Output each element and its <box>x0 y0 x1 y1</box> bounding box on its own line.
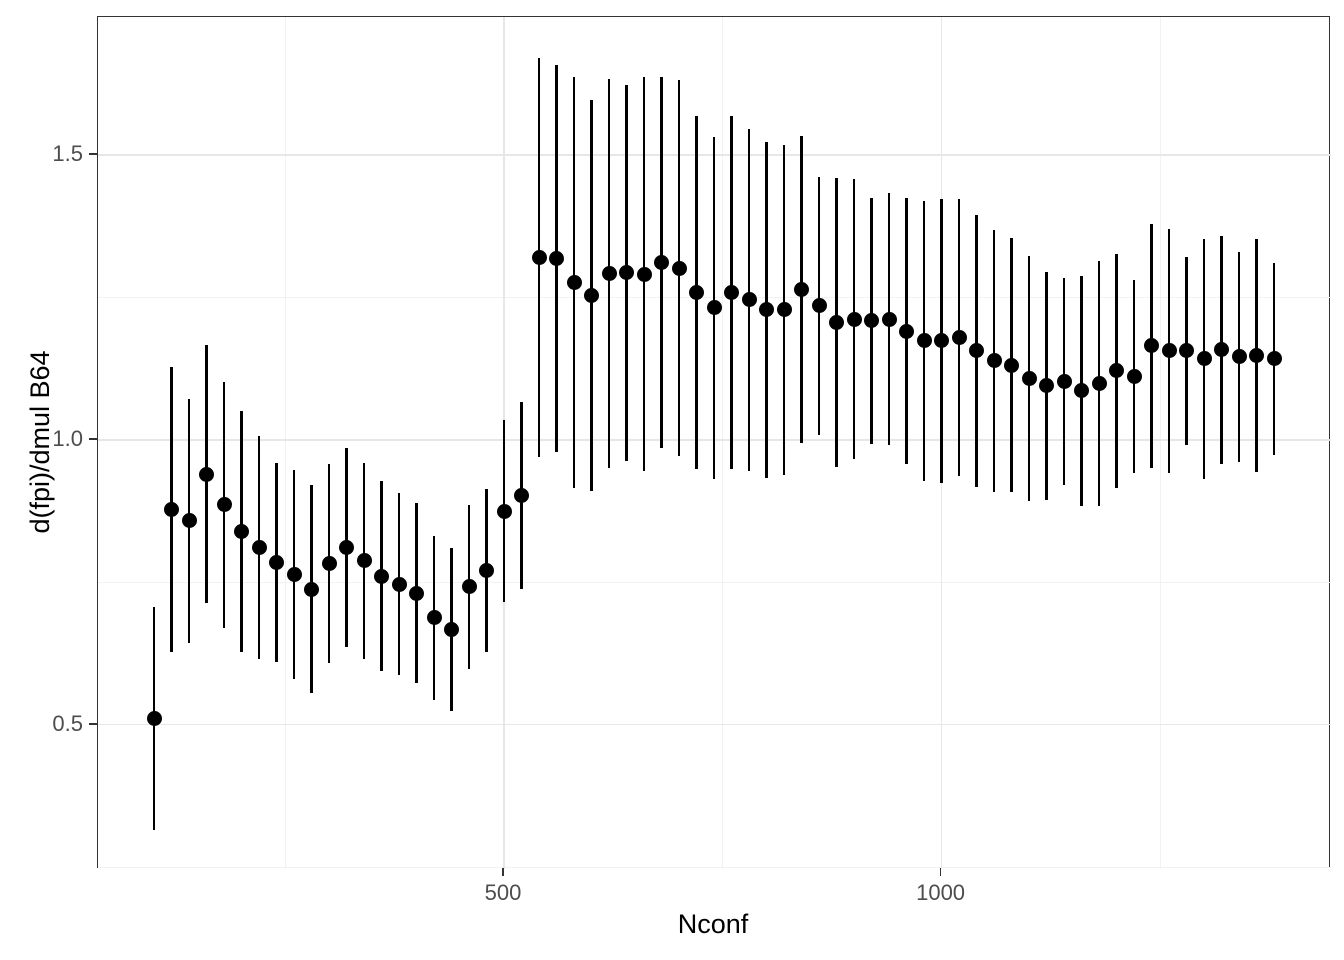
y-tick-mark <box>89 723 97 725</box>
data-point <box>1004 357 1020 373</box>
data-point <box>689 285 705 301</box>
data-point <box>339 540 355 556</box>
gridline-x-minor <box>1159 17 1161 869</box>
data-point <box>1039 378 1055 394</box>
data-point <box>1179 343 1195 359</box>
data-point <box>304 581 320 597</box>
data-point <box>654 255 670 271</box>
data-point <box>251 540 267 556</box>
x-tick-mark <box>502 868 504 876</box>
y-tick-label: 1.5 <box>52 140 83 166</box>
data-point <box>566 275 582 291</box>
gridline-y-minor <box>98 866 1331 868</box>
data-point <box>899 323 915 339</box>
data-point <box>391 576 407 592</box>
data-point <box>636 266 652 282</box>
data-point <box>1161 343 1177 359</box>
data-point <box>671 260 687 276</box>
x-tick-mark <box>939 868 942 876</box>
data-point <box>794 281 810 297</box>
data-point <box>1196 351 1212 367</box>
data-point <box>1266 351 1282 367</box>
data-point <box>986 353 1002 369</box>
data-point <box>1056 374 1072 390</box>
gridline-y-major <box>98 724 1331 726</box>
data-point <box>724 285 740 301</box>
gridline-y-minor <box>98 581 1331 583</box>
x-tick-label: 1000 <box>916 880 966 905</box>
data-point <box>969 343 985 359</box>
data-point <box>356 553 372 569</box>
data-point <box>496 503 512 519</box>
data-point <box>811 298 827 314</box>
data-point <box>619 265 635 281</box>
data-point <box>934 333 950 349</box>
data-point <box>216 497 232 513</box>
data-point <box>409 585 425 601</box>
y-tick-label: 1.0 <box>52 425 83 451</box>
x-tick-label: 500 <box>484 880 522 905</box>
x-axis-title: Nconf <box>677 909 749 939</box>
data-point <box>1021 371 1037 387</box>
data-point <box>601 265 617 281</box>
data-point <box>479 563 495 579</box>
y-tick-label: 0.5 <box>52 710 83 736</box>
data-point <box>269 554 285 570</box>
data-point <box>181 513 197 529</box>
data-point <box>881 311 897 327</box>
data-point <box>1231 349 1247 365</box>
data-point <box>1109 363 1125 379</box>
data-point <box>1214 342 1230 358</box>
data-point <box>1126 369 1142 385</box>
data-point <box>1091 375 1107 391</box>
data-point <box>916 333 932 349</box>
data-point <box>951 329 967 345</box>
plot-panel <box>97 16 1331 869</box>
data-point <box>846 311 862 327</box>
y-tick-mark <box>89 438 97 440</box>
data-point <box>776 302 792 318</box>
data-point <box>829 314 845 330</box>
data-point <box>199 466 214 482</box>
data-point <box>444 621 460 637</box>
gridline-x-minor <box>284 17 286 869</box>
data-point <box>759 302 775 318</box>
data-point <box>234 524 249 540</box>
data-point <box>1249 348 1265 364</box>
data-point <box>146 711 162 727</box>
data-point <box>741 292 757 308</box>
data-point <box>1144 338 1160 354</box>
data-point <box>549 251 565 267</box>
y-tick-mark <box>89 153 97 155</box>
data-point <box>531 249 547 265</box>
gridline-x-minor <box>722 17 724 869</box>
data-point <box>374 568 390 584</box>
data-point <box>706 300 722 316</box>
data-point <box>864 313 880 329</box>
data-point <box>584 287 600 303</box>
data-point <box>514 488 530 504</box>
data-point <box>461 579 477 595</box>
data-point <box>321 556 337 572</box>
data-point <box>1074 383 1090 399</box>
data-point <box>286 566 302 582</box>
data-point <box>426 610 442 626</box>
data-point <box>164 502 179 518</box>
